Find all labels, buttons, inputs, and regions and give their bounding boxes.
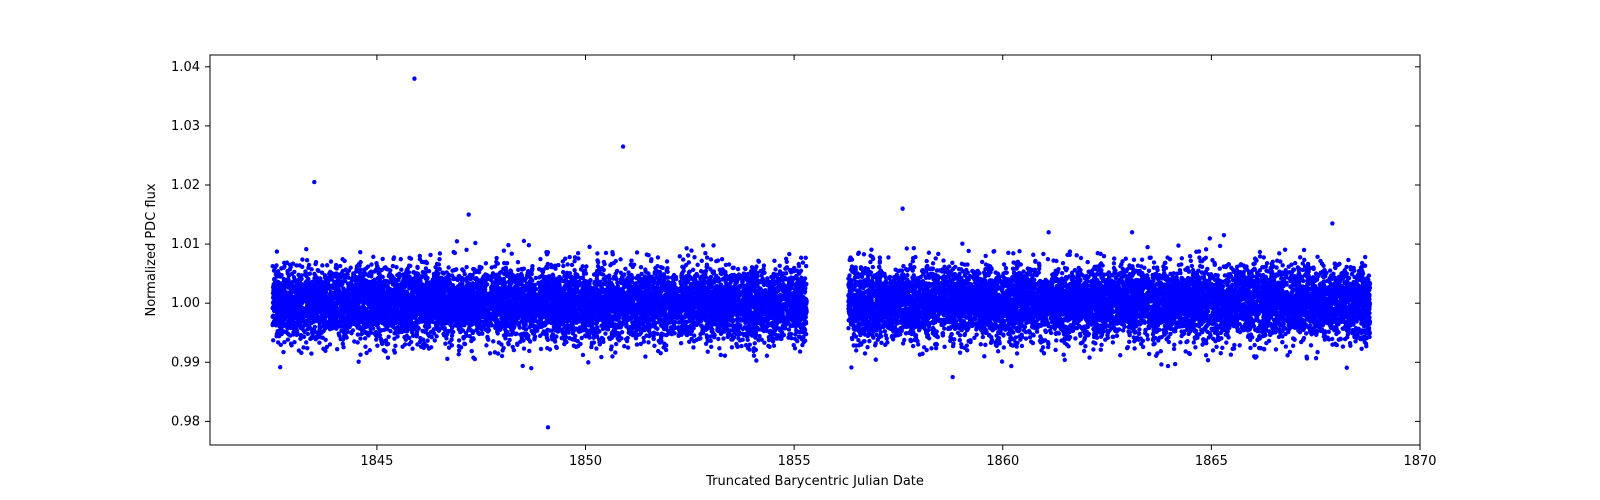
outlier-point bbox=[621, 144, 625, 148]
y-tick-label: 1.03 bbox=[171, 119, 200, 134]
x-tick-label: 1850 bbox=[569, 454, 602, 469]
x-tick-label: 1870 bbox=[1403, 454, 1436, 469]
y-tick-label: 1.04 bbox=[171, 60, 200, 75]
outlier-point bbox=[900, 206, 904, 210]
y-tick-label: 1.00 bbox=[171, 296, 200, 311]
outlier-point bbox=[412, 76, 416, 80]
y-tick-label: 0.98 bbox=[171, 414, 200, 429]
x-tick-label: 1860 bbox=[986, 454, 1019, 469]
outlier-point bbox=[1046, 230, 1050, 234]
x-tick-label: 1855 bbox=[778, 454, 811, 469]
outlier-point bbox=[466, 212, 470, 216]
outlier-point bbox=[529, 366, 533, 370]
outlier-point bbox=[950, 375, 954, 379]
x-tick-label: 1865 bbox=[1195, 454, 1228, 469]
outlier-point bbox=[1222, 233, 1226, 237]
outlier-point bbox=[1130, 230, 1134, 234]
outlier-point bbox=[312, 180, 316, 184]
y-tick-label: 0.99 bbox=[171, 355, 200, 370]
x-tick-label: 1845 bbox=[360, 454, 393, 469]
lightcurve-scatter-chart: 1845 1850 1855 1860 1865 1870 0.98 0.99 1.00 1.01… bbox=[0, 0, 1600, 500]
y-axis-label: Normalized PDC flux bbox=[144, 183, 159, 316]
outlier-point bbox=[546, 425, 550, 429]
x-axis-label: Truncated Barycentric Julian Date bbox=[705, 474, 924, 489]
y-tick-label: 1.01 bbox=[171, 237, 200, 252]
outlier-point bbox=[1330, 221, 1334, 225]
y-tick-label: 1.02 bbox=[171, 178, 200, 193]
chart-svg: 1845 1850 1855 1860 1865 1870 0.98 0.99 1.00 1.01… bbox=[0, 0, 1600, 500]
